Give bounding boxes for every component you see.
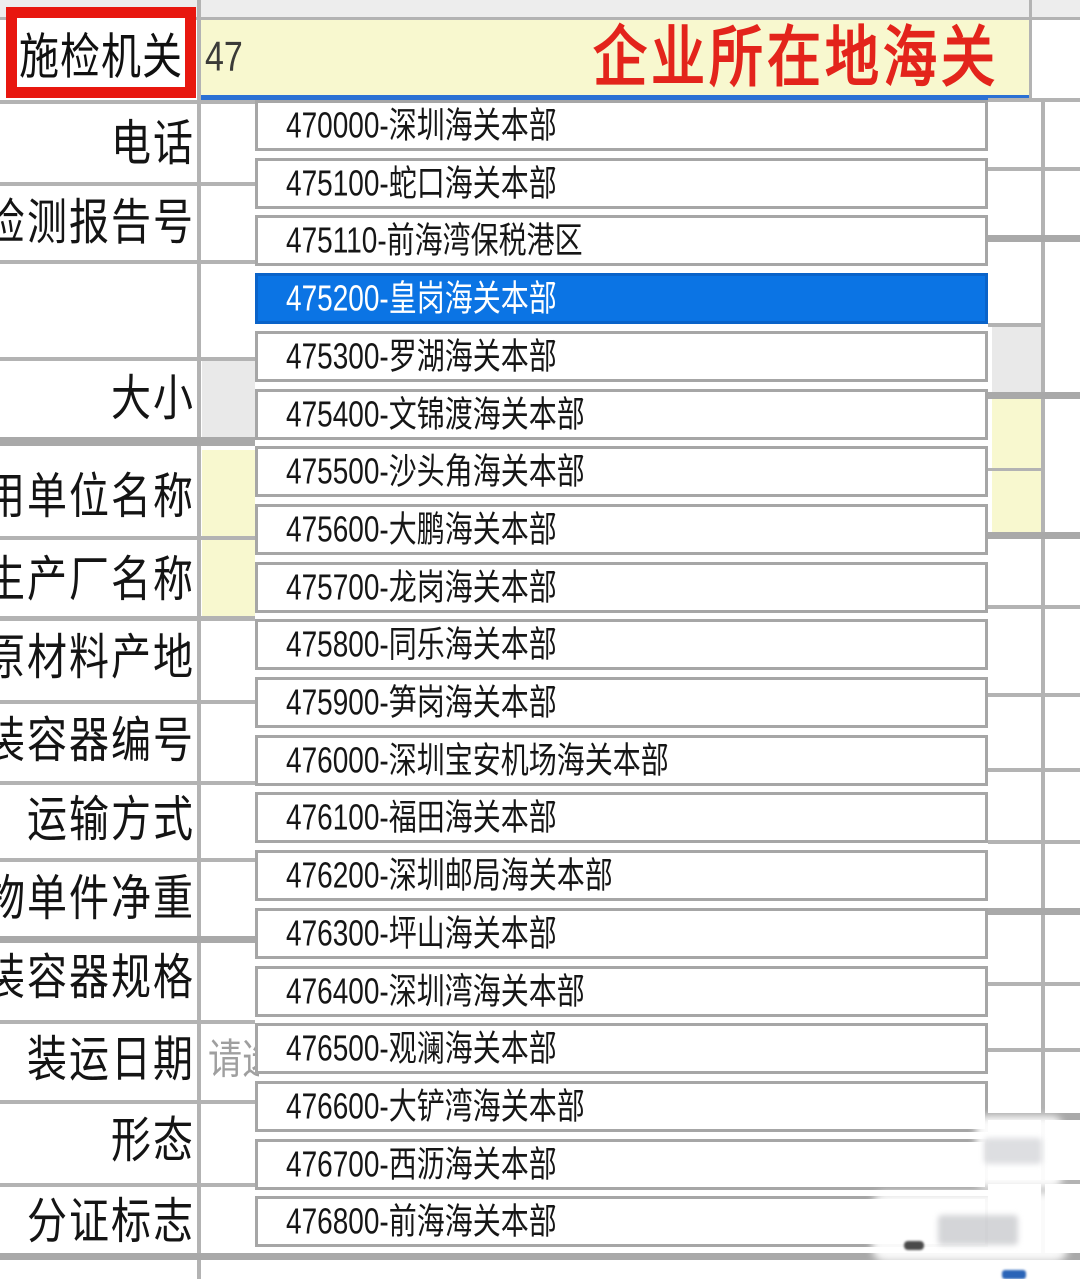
row-border	[0, 1020, 255, 1024]
row-border	[0, 100, 255, 104]
dropdown-option[interactable]: 475400-文锦渡海关本部	[255, 389, 988, 440]
field-label-phone: 电话	[111, 117, 195, 171]
dropdown-option[interactable]: 476000-深圳宝安机场海关本部	[255, 735, 988, 786]
row-border	[0, 260, 255, 264]
row-border-thick	[988, 392, 1080, 399]
field-label-split-cert-flag: 分证标志	[27, 1195, 195, 1249]
field-label-inspection-authority: 施检机关	[19, 30, 183, 85]
dropdown-option[interactable]: 476600-大铲湾海关本部	[255, 1081, 988, 1132]
field-label-test-report-no: 检测报告号	[0, 196, 195, 250]
table-cell	[992, 399, 1041, 468]
dropdown-option[interactable]: 475100-蛇口海关本部	[255, 158, 988, 209]
dropdown-option[interactable]: 476300-坪山海关本部	[255, 908, 988, 959]
dropdown-option[interactable]: 476200-深圳邮局海关本部	[255, 850, 988, 901]
dropdown-option[interactable]: 475700-龙岗海关本部	[255, 562, 988, 613]
row-border	[988, 840, 1080, 844]
row-border	[988, 982, 1080, 986]
row-border-thick	[988, 532, 1080, 539]
row-border	[988, 323, 1042, 327]
field-label-unit-net-weight: 物单件净重	[0, 872, 195, 926]
annotation-note-text: 企业所在地海关	[593, 21, 999, 95]
dropdown-option[interactable]: 475110-前海湾保税港区	[255, 215, 988, 266]
field-label-raw-material-origin: 原材料产地	[0, 631, 195, 685]
row-border-thick	[0, 437, 255, 446]
watermark-blob	[1002, 1270, 1026, 1279]
dropdown-option[interactable]: 476100-福田海关本部	[255, 792, 988, 843]
dropdown-option[interactable]: 470000-深圳海关本部	[255, 100, 988, 151]
dropdown-option[interactable]: 475600-大鹏海关本部	[255, 504, 988, 555]
row-border-thick	[988, 235, 1080, 242]
user-unit-input-cell[interactable]	[202, 450, 255, 536]
field-label-manufacturer-name: 生产厂名称	[0, 553, 195, 607]
table-cell	[992, 471, 1041, 532]
row-border	[988, 98, 1080, 102]
row-border	[0, 858, 255, 862]
dropdown-option-selected[interactable]: 475200-皇岗海关本部	[255, 273, 988, 324]
row-border	[988, 605, 1080, 609]
dropdown-option[interactable]: 475900-笋岗海关本部	[255, 677, 988, 728]
dropdown-option[interactable]: 476500-观澜海关本部	[255, 1023, 988, 1074]
watermark-blob	[938, 1215, 1018, 1245]
row-border-thick	[0, 936, 255, 943]
field-label-container-no: 装容器编号	[0, 714, 195, 768]
dropdown-option[interactable]: 476700-西沥海关本部	[255, 1139, 988, 1190]
manufacturer-input-cell[interactable]	[202, 540, 255, 616]
dropdown-option[interactable]: 476800-前海海关本部	[255, 1196, 988, 1247]
field-label-form-state: 形态	[111, 1114, 195, 1168]
column-border	[1029, 0, 1032, 98]
divider	[0, 17, 1080, 20]
row-border	[0, 700, 255, 704]
field-label-transport-mode: 运输方式	[27, 793, 195, 847]
column-border	[197, 0, 201, 1279]
row-border	[988, 1048, 1080, 1052]
watermark-blob	[984, 1138, 1042, 1164]
active-cell-underline	[197, 95, 1030, 101]
field-label-size: 大小	[111, 372, 195, 426]
dropdown-option[interactable]: 475500-沙头角海关本部	[255, 446, 988, 497]
shipping-date-input-cell[interactable]: 请选	[208, 1036, 259, 1084]
field-label-shipping-date: 装运日期	[27, 1033, 195, 1087]
field-label-container-spec: 装容器规格	[0, 951, 195, 1005]
row-border	[0, 357, 255, 361]
table-cell	[992, 327, 1041, 392]
row-border	[0, 1183, 255, 1187]
row-border	[988, 468, 1042, 471]
watermark-blob	[904, 1241, 924, 1250]
annotation-highlight-box: 施检机关	[6, 7, 196, 98]
row-border-thick	[988, 908, 1080, 915]
row-border	[0, 182, 255, 186]
inspection-authority-typed-value[interactable]: 47	[205, 33, 243, 81]
top-row-strip	[0, 0, 1080, 17]
dropdown-option[interactable]: 475800-同乐海关本部	[255, 619, 988, 670]
row-border	[0, 616, 255, 621]
size-input-cell[interactable]	[202, 361, 255, 437]
row-border	[988, 768, 1080, 772]
dropdown-option[interactable]: 476400-深圳湾海关本部	[255, 966, 988, 1017]
field-label-user-unit-name: 用单位名称	[0, 470, 195, 524]
row-border	[0, 1100, 255, 1104]
row-border	[988, 167, 1080, 171]
column-border	[1041, 98, 1045, 1258]
row-border	[0, 536, 255, 540]
row-border	[988, 693, 1080, 697]
row-border-thick	[0, 1253, 1080, 1260]
inspection-authority-input-cell[interactable]	[199, 20, 1030, 95]
dropdown-option[interactable]: 475300-罗湖海关本部	[255, 331, 988, 382]
row-border	[0, 781, 255, 785]
